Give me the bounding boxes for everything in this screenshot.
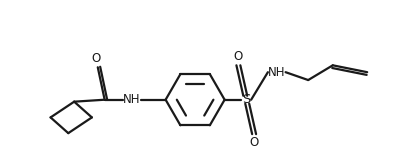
Text: O: O bbox=[91, 52, 101, 65]
Text: NH: NH bbox=[122, 93, 140, 106]
Text: NH: NH bbox=[268, 66, 286, 79]
Text: S: S bbox=[242, 93, 250, 106]
Text: O: O bbox=[234, 50, 243, 63]
Text: O: O bbox=[250, 136, 259, 149]
